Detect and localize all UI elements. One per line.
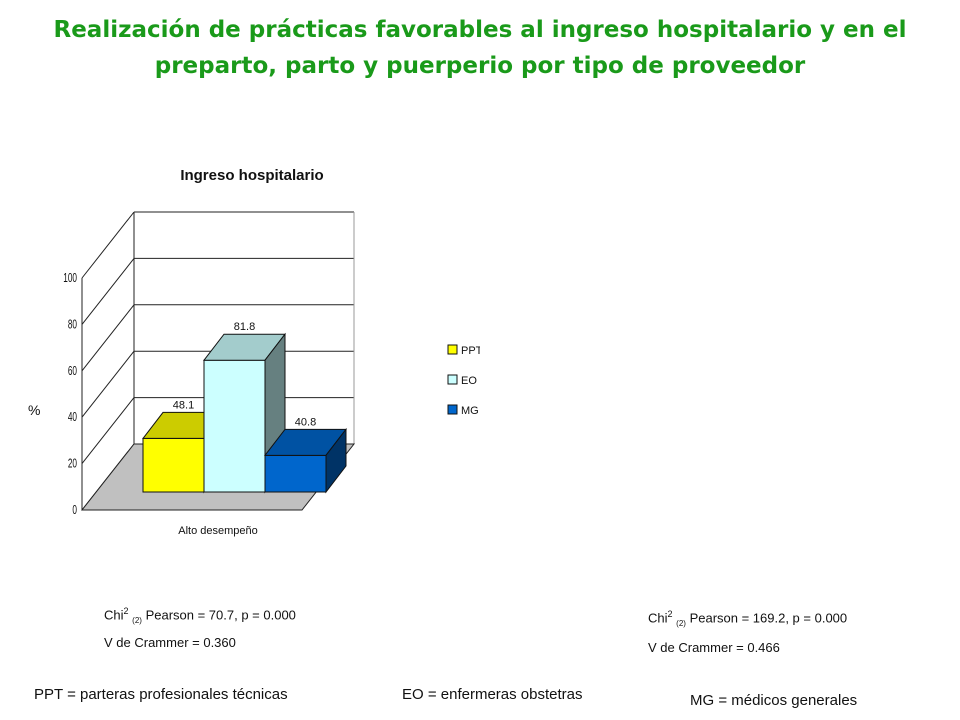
y-tick-label: 60 [68, 364, 77, 378]
y-tick-label: 100 [63, 271, 77, 285]
slide-title-line1: Realización de prácticas favorables al i… [53, 17, 907, 43]
slide-title: Realización de prácticas favorables al i… [40, 12, 920, 84]
footnote-ppt: PPT = parteras profesionales técnicas [34, 686, 288, 703]
bar-front [142, 437, 205, 493]
footnote-mg: MG = médicos generales [690, 692, 858, 709]
left-chi-stat: Chi2 (2) Pearson = 70.7, p = 0.000 [104, 606, 296, 625]
chart-preparto-parto-postparto: Preparto, parto y postparto020406048.426… [480, 150, 960, 570]
slide-title-line2: preparto, parto y puerperio por tipo de … [154, 53, 806, 79]
bar-front [264, 454, 327, 493]
bar-side [325, 427, 347, 494]
y-axis-label: % [28, 402, 40, 418]
side-grid-line [81, 397, 135, 464]
legend-swatch [447, 374, 458, 385]
data-label: 81.8 [234, 321, 255, 333]
side-grid-line [81, 350, 135, 418]
side-grid-line [81, 211, 135, 279]
chart-ingreso-hospitalario: Ingreso hospitalario 0 20 40 60 80 100 48.1 81.8… [28, 167, 480, 537]
legend-swatch [447, 344, 458, 355]
y-tick-label: 80 [68, 318, 77, 332]
right-chi-stat: Chi2 (2) Pearson = 169.2, p = 0.000 [648, 609, 848, 628]
x-axis-label: Alto desempeño [178, 525, 258, 537]
footnote-eo: EO = enfermeras obstetras [402, 686, 583, 703]
y-tick-label: 20 [68, 457, 77, 471]
data-label: 40.8 [295, 416, 316, 428]
chart-title: Ingreso hospitalario [180, 167, 323, 184]
right-v-stat: V de Crammer = 0.466 [648, 640, 780, 655]
legend-label: EO [461, 375, 477, 387]
y-tick-label: 0 [72, 503, 77, 517]
legend-label: MG [461, 405, 479, 417]
legend-swatch [447, 404, 458, 415]
legend-label: PPT [461, 345, 480, 357]
y-tick-label: 40 [68, 411, 77, 425]
bar-front [203, 359, 266, 493]
left-v-stat: V de Crammer = 0.360 [104, 635, 236, 650]
data-label: 48.1 [173, 399, 194, 411]
side-grid-line [81, 258, 135, 325]
side-grid-line [81, 304, 135, 372]
